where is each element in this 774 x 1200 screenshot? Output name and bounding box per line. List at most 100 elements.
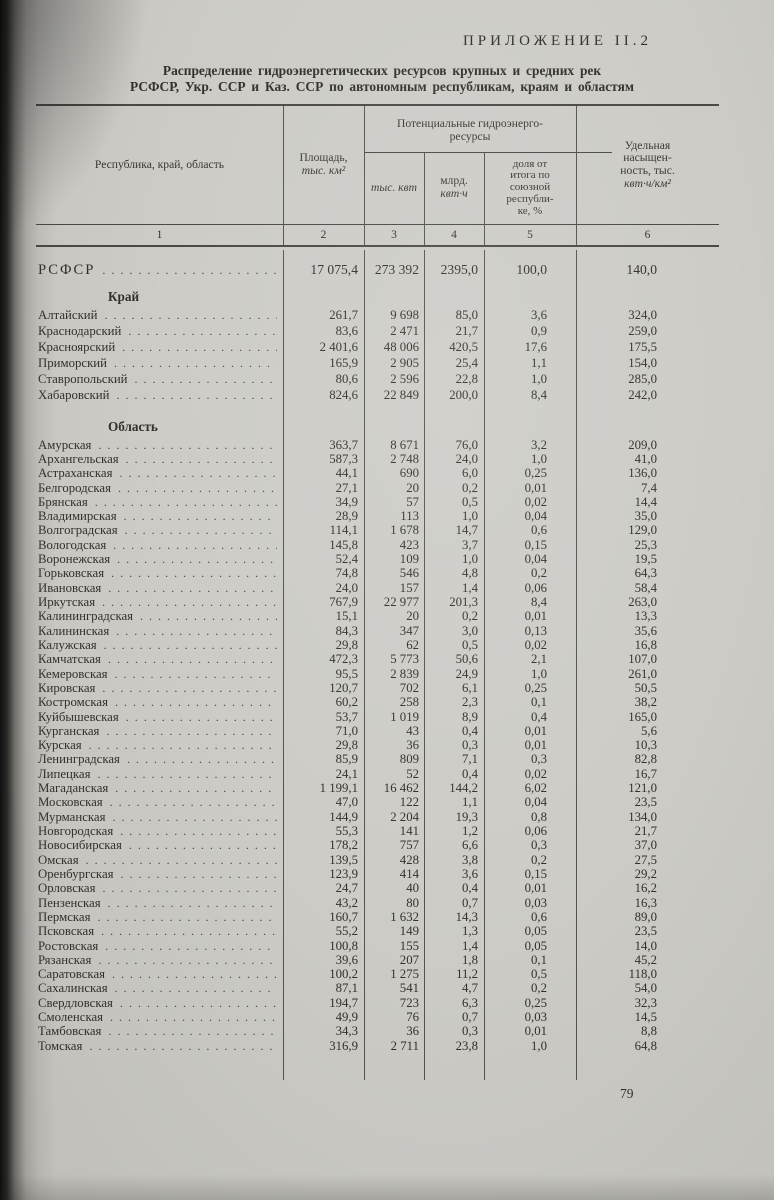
cell-value: 43,2 bbox=[335, 895, 358, 910]
table-row: Курская 29,8 36 0,3 0,01 10,3 bbox=[36, 738, 719, 752]
region-name: Куйбышевская bbox=[38, 709, 119, 724]
region-name: Ростовская bbox=[38, 938, 99, 953]
colnum-bottom-rule bbox=[36, 245, 719, 247]
dot-leader bbox=[126, 452, 277, 467]
cell-value: 0,3 bbox=[531, 838, 547, 853]
appendix-label: ПРИЛОЖЕНИЕ II.2 bbox=[462, 33, 652, 49]
table-row: Мурманская 144,9 2 204 19,3 0,8 134,0 bbox=[36, 810, 719, 824]
cell-value: 145,8 bbox=[329, 537, 358, 552]
cell-value: 1,1 bbox=[531, 356, 547, 371]
cell-value: 0,6 bbox=[531, 523, 547, 538]
row-name: Иркутская bbox=[36, 595, 283, 610]
cell-value: 0,04 bbox=[524, 509, 547, 524]
cell-value: 0,7 bbox=[462, 895, 478, 910]
cell-value: 87,1 bbox=[335, 981, 358, 996]
row-name: Магаданская bbox=[36, 781, 283, 796]
bottom-shadow bbox=[0, 1174, 774, 1200]
cell-value: 0,13 bbox=[524, 623, 547, 638]
cell-value: 757 bbox=[399, 838, 419, 853]
cell-value: 316,9 bbox=[329, 1038, 358, 1053]
table-row: Калининская 84,3 347 3,0 0,13 35,6 bbox=[36, 624, 719, 638]
table-row: Липецкая 24,1 52 0,4 0,02 16,7 bbox=[36, 767, 719, 781]
region-name: Свердловская bbox=[38, 995, 113, 1010]
region-name: Калининская bbox=[38, 623, 110, 638]
region-name: Смоленская bbox=[38, 1010, 104, 1025]
row-name: Оренбургская bbox=[36, 867, 283, 882]
region-name: Пензенская bbox=[38, 895, 101, 910]
row-name: Хабаровский bbox=[36, 388, 283, 403]
cell-value: 144,2 bbox=[449, 781, 478, 796]
cell-value: 0,1 bbox=[531, 952, 547, 967]
row-name: Горьковская bbox=[36, 566, 283, 581]
cell-value: 2,1 bbox=[531, 652, 547, 667]
cell-value: 44,1 bbox=[335, 466, 358, 481]
cell-value: 6,02 bbox=[524, 781, 547, 796]
dot-leader bbox=[98, 953, 277, 968]
table-row: Ростовская 100,8 155 1,4 0,05 14,0 bbox=[36, 939, 719, 953]
cell-value: 16,7 bbox=[634, 766, 657, 781]
title-line-1: Распределение гидроэнергетических ресурс… bbox=[162, 63, 602, 78]
dot-leader bbox=[111, 566, 277, 581]
cell-value: 8,9 bbox=[462, 709, 478, 724]
row-name: Пензенская bbox=[36, 896, 283, 911]
cell-value: 22 977 bbox=[383, 595, 419, 609]
region-name: Астраханская bbox=[38, 466, 113, 481]
table-row: Смоленская 49,9 76 0,7 0,03 14,5 bbox=[36, 1010, 719, 1024]
row-name: Калининская bbox=[36, 624, 283, 639]
table-row: Курганская 71,0 43 0,4 0,01 5,6 bbox=[36, 724, 719, 738]
row-name: Владимирская bbox=[36, 509, 283, 524]
dot-leader bbox=[115, 981, 277, 996]
region-name: Новгородская bbox=[38, 824, 114, 838]
cell-value: 24,0 bbox=[455, 451, 478, 466]
region-name: РСФСР bbox=[38, 262, 96, 278]
table-row: Магаданская 1 199,1 16 462 144,2 6,02 121,0 bbox=[36, 781, 719, 795]
cell-value: 0,7 bbox=[462, 1010, 478, 1025]
cell-value: 82,8 bbox=[634, 752, 657, 767]
table-row: Ленинградская 85,9 809 7,1 0,3 82,8 bbox=[36, 752, 719, 766]
cell-value: 154,0 bbox=[628, 356, 657, 371]
table-row: Амурская 363,7 8 671 76,0 3,2 209,0 bbox=[36, 438, 719, 452]
cell-value: 546 bbox=[399, 566, 419, 581]
cell-value: 9 698 bbox=[390, 308, 419, 322]
header-col6: Удельная насыщен- ность, тыс. квт·ч/км² bbox=[620, 138, 675, 190]
region-name: Красноярский bbox=[38, 340, 116, 355]
region-name: Ленинградская bbox=[38, 752, 120, 767]
region-name: Омская bbox=[38, 852, 79, 867]
table-row: Приморский 165,9 2 905 25,4 1,1 154,0 bbox=[36, 356, 719, 372]
region-name: Краснодарский bbox=[38, 324, 122, 339]
cell-value: 273 392 bbox=[374, 262, 419, 277]
cell-value: 824,6 bbox=[329, 388, 358, 403]
cell-value: 76 bbox=[406, 1010, 419, 1025]
row-name: Ставропольский bbox=[36, 372, 283, 387]
row-name: Брянская bbox=[36, 495, 283, 510]
dot-leader bbox=[122, 340, 277, 355]
cell-value: 1,0 bbox=[531, 1038, 547, 1053]
cell-value: 43 bbox=[406, 723, 419, 738]
region-name: Приморский bbox=[38, 356, 107, 371]
cell-value: 19,5 bbox=[634, 552, 657, 567]
dot-leader bbox=[108, 652, 277, 667]
region-name: Курганская bbox=[38, 723, 100, 738]
table-row: Омская 139,5 428 3,8 0,2 27,5 bbox=[36, 853, 719, 867]
cell-value: 19,3 bbox=[455, 809, 478, 824]
cell-value: 29,2 bbox=[634, 866, 657, 881]
table-body: РСФСР 17 075,4 273 392 2395,0 100,0 140,0 Край… bbox=[36, 250, 719, 1053]
dot-leader bbox=[114, 356, 277, 371]
cell-value: 7,4 bbox=[641, 480, 657, 495]
row-name: Смоленская bbox=[36, 1010, 283, 1025]
cell-value: 2 905 bbox=[390, 356, 419, 371]
cell-value: 76,0 bbox=[455, 437, 478, 452]
title-line-2: РСФСР, Укр. ССР и Каз. ССР по автономным… bbox=[130, 79, 634, 94]
cell-value: 258 bbox=[399, 695, 419, 710]
cell-value: 1,8 bbox=[462, 952, 478, 967]
cell-value: 16,2 bbox=[634, 881, 657, 896]
cell-value: 39,6 bbox=[335, 952, 358, 967]
cell-value: 261,0 bbox=[628, 666, 657, 681]
region-name: Калужская bbox=[38, 637, 97, 652]
cell-value: 324,0 bbox=[628, 308, 657, 322]
row-name: Белгородская bbox=[36, 481, 283, 496]
dot-leader bbox=[116, 388, 277, 403]
row-name: Новгородская bbox=[36, 824, 283, 839]
region-name: Липецкая bbox=[38, 766, 91, 781]
cell-value: 100,0 bbox=[516, 262, 547, 277]
